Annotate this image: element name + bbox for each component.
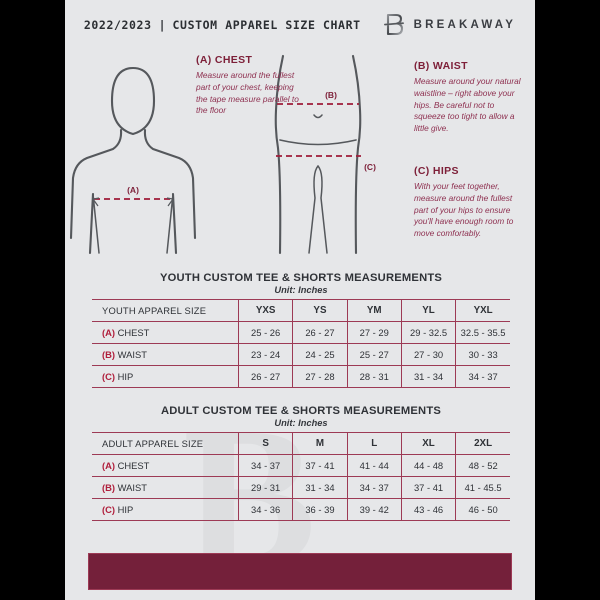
table-cell: 24 - 25 [292,343,348,366]
table-column-header: S [238,432,294,455]
table-column-header: M [292,432,348,455]
table-column-header: YXS [238,299,294,322]
table-cell: 29 - 31 [238,476,294,499]
table-row-label: (C) HIP [92,498,239,521]
chest-line-label: (A) [127,185,139,195]
callout-waist-body: Measure around your natural waistline – … [414,76,521,134]
row-tag: (B) [102,349,116,360]
table-column-header: YM [347,299,402,322]
table-cell: 27 - 29 [347,321,402,344]
adult-size-table-block: ADULT CUSTOM TEE & SHORTS MEASUREMENTS U… [92,405,510,521]
table-cell: 43 - 46 [401,498,457,521]
table-cell: 34 - 37 [347,476,402,499]
table-header-row: YOUTH APPAREL SIZE YXS YS YM YL YXL [92,299,510,322]
table-row: (A) CHEST 25 - 26 26 - 27 27 - 29 29 - 32.5 3… [92,321,510,344]
table-column-header: YS [292,299,348,322]
table-cell: 34 - 37 [455,365,510,388]
table-cell: 27 - 28 [292,365,348,388]
table-cell: 34 - 37 [238,454,294,477]
lower-body-silhouette-icon [274,54,362,255]
table-row-label: (C) HIP [92,365,239,388]
header-separator: | [158,18,166,32]
callout-waist-title: (B) WAIST [414,60,468,72]
brand-name: BREAKAWAY [413,19,517,31]
table-cell: 23 - 24 [238,343,294,366]
row-tag: (A) [102,327,116,338]
callout-waist: (B) WAIST Measure around your natural wa… [414,60,522,135]
table-cell: 25 - 27 [347,343,402,366]
table-cell: 25 - 26 [238,321,294,344]
waist-line-label: (B) [325,90,337,100]
adult-table-body: ADULT APPAREL SIZE S M L XL 2XL (A) CHEST 34 - … [92,432,510,521]
row-tag: (A) [102,460,116,471]
table-column-header: XL [401,432,457,455]
table-cell: 48 - 52 [455,454,510,477]
callout-chest-body: Measure around the fullest part of your … [196,70,299,116]
table-row: (B) WAIST 23 - 24 24 - 25 25 - 27 27 - 30 30 … [92,343,510,366]
hip-line-label: (C) [364,162,376,172]
table-cell: 41 - 45.5 [455,476,510,499]
table-cell: 36 - 39 [292,498,348,521]
table-cell: 26 - 27 [292,321,348,344]
table-cell: 31 - 34 [401,365,457,388]
youth-table-unit: Unit: Inches [274,285,328,295]
brand-logo: BREAKAWAY [383,13,517,37]
figure-illustrations: (A) (B) (C) [69,54,376,255]
row-tag: (B) [102,482,116,493]
table-cell: 27 - 30 [401,343,457,366]
callout-hips: (C) HIPS With your feet together, measur… [414,165,524,240]
table-size-label: ADULT APPAREL SIZE [92,432,239,455]
youth-size-table-block: YOUTH CUSTOM TEE & SHORTS MEASUREMENTS U… [92,272,510,388]
table-cell: 37 - 41 [292,454,348,477]
table-row-label: (B) WAIST [92,476,239,499]
row-tag: (C) [102,371,116,382]
table-row: (A) CHEST 34 - 37 37 - 41 41 - 44 44 - 48 48 … [92,454,510,477]
table-column-header: YL [401,299,457,322]
table-column-header: YXL [455,299,510,322]
table-cell: 39 - 42 [347,498,402,521]
table-cell: 31 - 34 [292,476,348,499]
chest-measure-line [91,197,175,207]
measurement-figures: (A) (B) (C) [65,48,535,270]
table-size-label: YOUTH APPAREL SIZE [92,299,239,322]
breakaway-b-logo-icon [383,13,404,36]
table-row-label: (A) CHEST [92,321,239,344]
youth-table-body: YOUTH APPAREL SIZE YXS YS YM YL YXL (A) CHEST 2… [92,299,510,388]
youth-size-table: YOUTH APPAREL SIZE YXS YS YM YL YXL (A) CHEST 2… [92,299,510,388]
page-header: 2022/2023 | CUSTOM APPAREL SIZE CHART BR… [65,0,535,50]
table-header-row: ADULT APPAREL SIZE S M L XL 2XL [92,432,510,455]
callout-chest: (A) CHEST Measure around the fullest par… [196,54,300,117]
table-cell: 44 - 48 [401,454,457,477]
callout-hips-body: With your feet together, measure around … [414,181,514,239]
youth-table-heading: YOUTH CUSTOM TEE & SHORTS MEASUREMENTS [159,272,443,284]
table-cell: 29 - 32.5 [401,321,457,344]
table-cell: 46 - 50 [455,498,510,521]
table-cell: 32.5 - 35.5 [455,321,510,344]
size-chart-page: 2022/2023 | CUSTOM APPAREL SIZE CHART BR… [65,0,535,600]
table-cell: 37 - 41 [401,476,457,499]
table-cell: 26 - 27 [238,365,294,388]
adult-table-heading: ADULT CUSTOM TEE & SHORTS MEASUREMENTS [160,405,442,417]
table-column-header: L [347,432,402,455]
table-cell: 41 - 44 [347,454,402,477]
upper-body-silhouette-icon [69,66,197,255]
header-year: 2022/2023 [83,18,152,32]
table-cell: 34 - 36 [238,498,294,521]
callout-chest-title: (A) CHEST [196,54,253,66]
table-column-header: 2XL [455,432,510,455]
table-cell: 28 - 31 [347,365,402,388]
table-row: (C) HIP 34 - 36 36 - 39 39 - 42 43 - 46 46 - … [92,498,510,521]
row-tag: (C) [102,504,116,515]
callout-hips-title: (C) HIPS [414,165,459,177]
table-row-label: (A) CHEST [92,454,239,477]
adult-size-table: ADULT APPAREL SIZE S M L XL 2XL (A) CHEST 34 - … [92,432,510,521]
table-cell: 30 - 33 [455,343,510,366]
table-row: (B) WAIST 29 - 31 31 - 34 34 - 37 37 - 41 41 … [92,476,510,499]
table-row-label: (B) WAIST [92,343,239,366]
footer-bar [88,553,512,590]
adult-table-unit: Unit: Inches [274,418,328,428]
page-title: CUSTOM APPAREL SIZE CHART [172,18,361,32]
table-row: (C) HIP 26 - 27 27 - 28 28 - 31 31 - 34 34 - … [92,365,510,388]
